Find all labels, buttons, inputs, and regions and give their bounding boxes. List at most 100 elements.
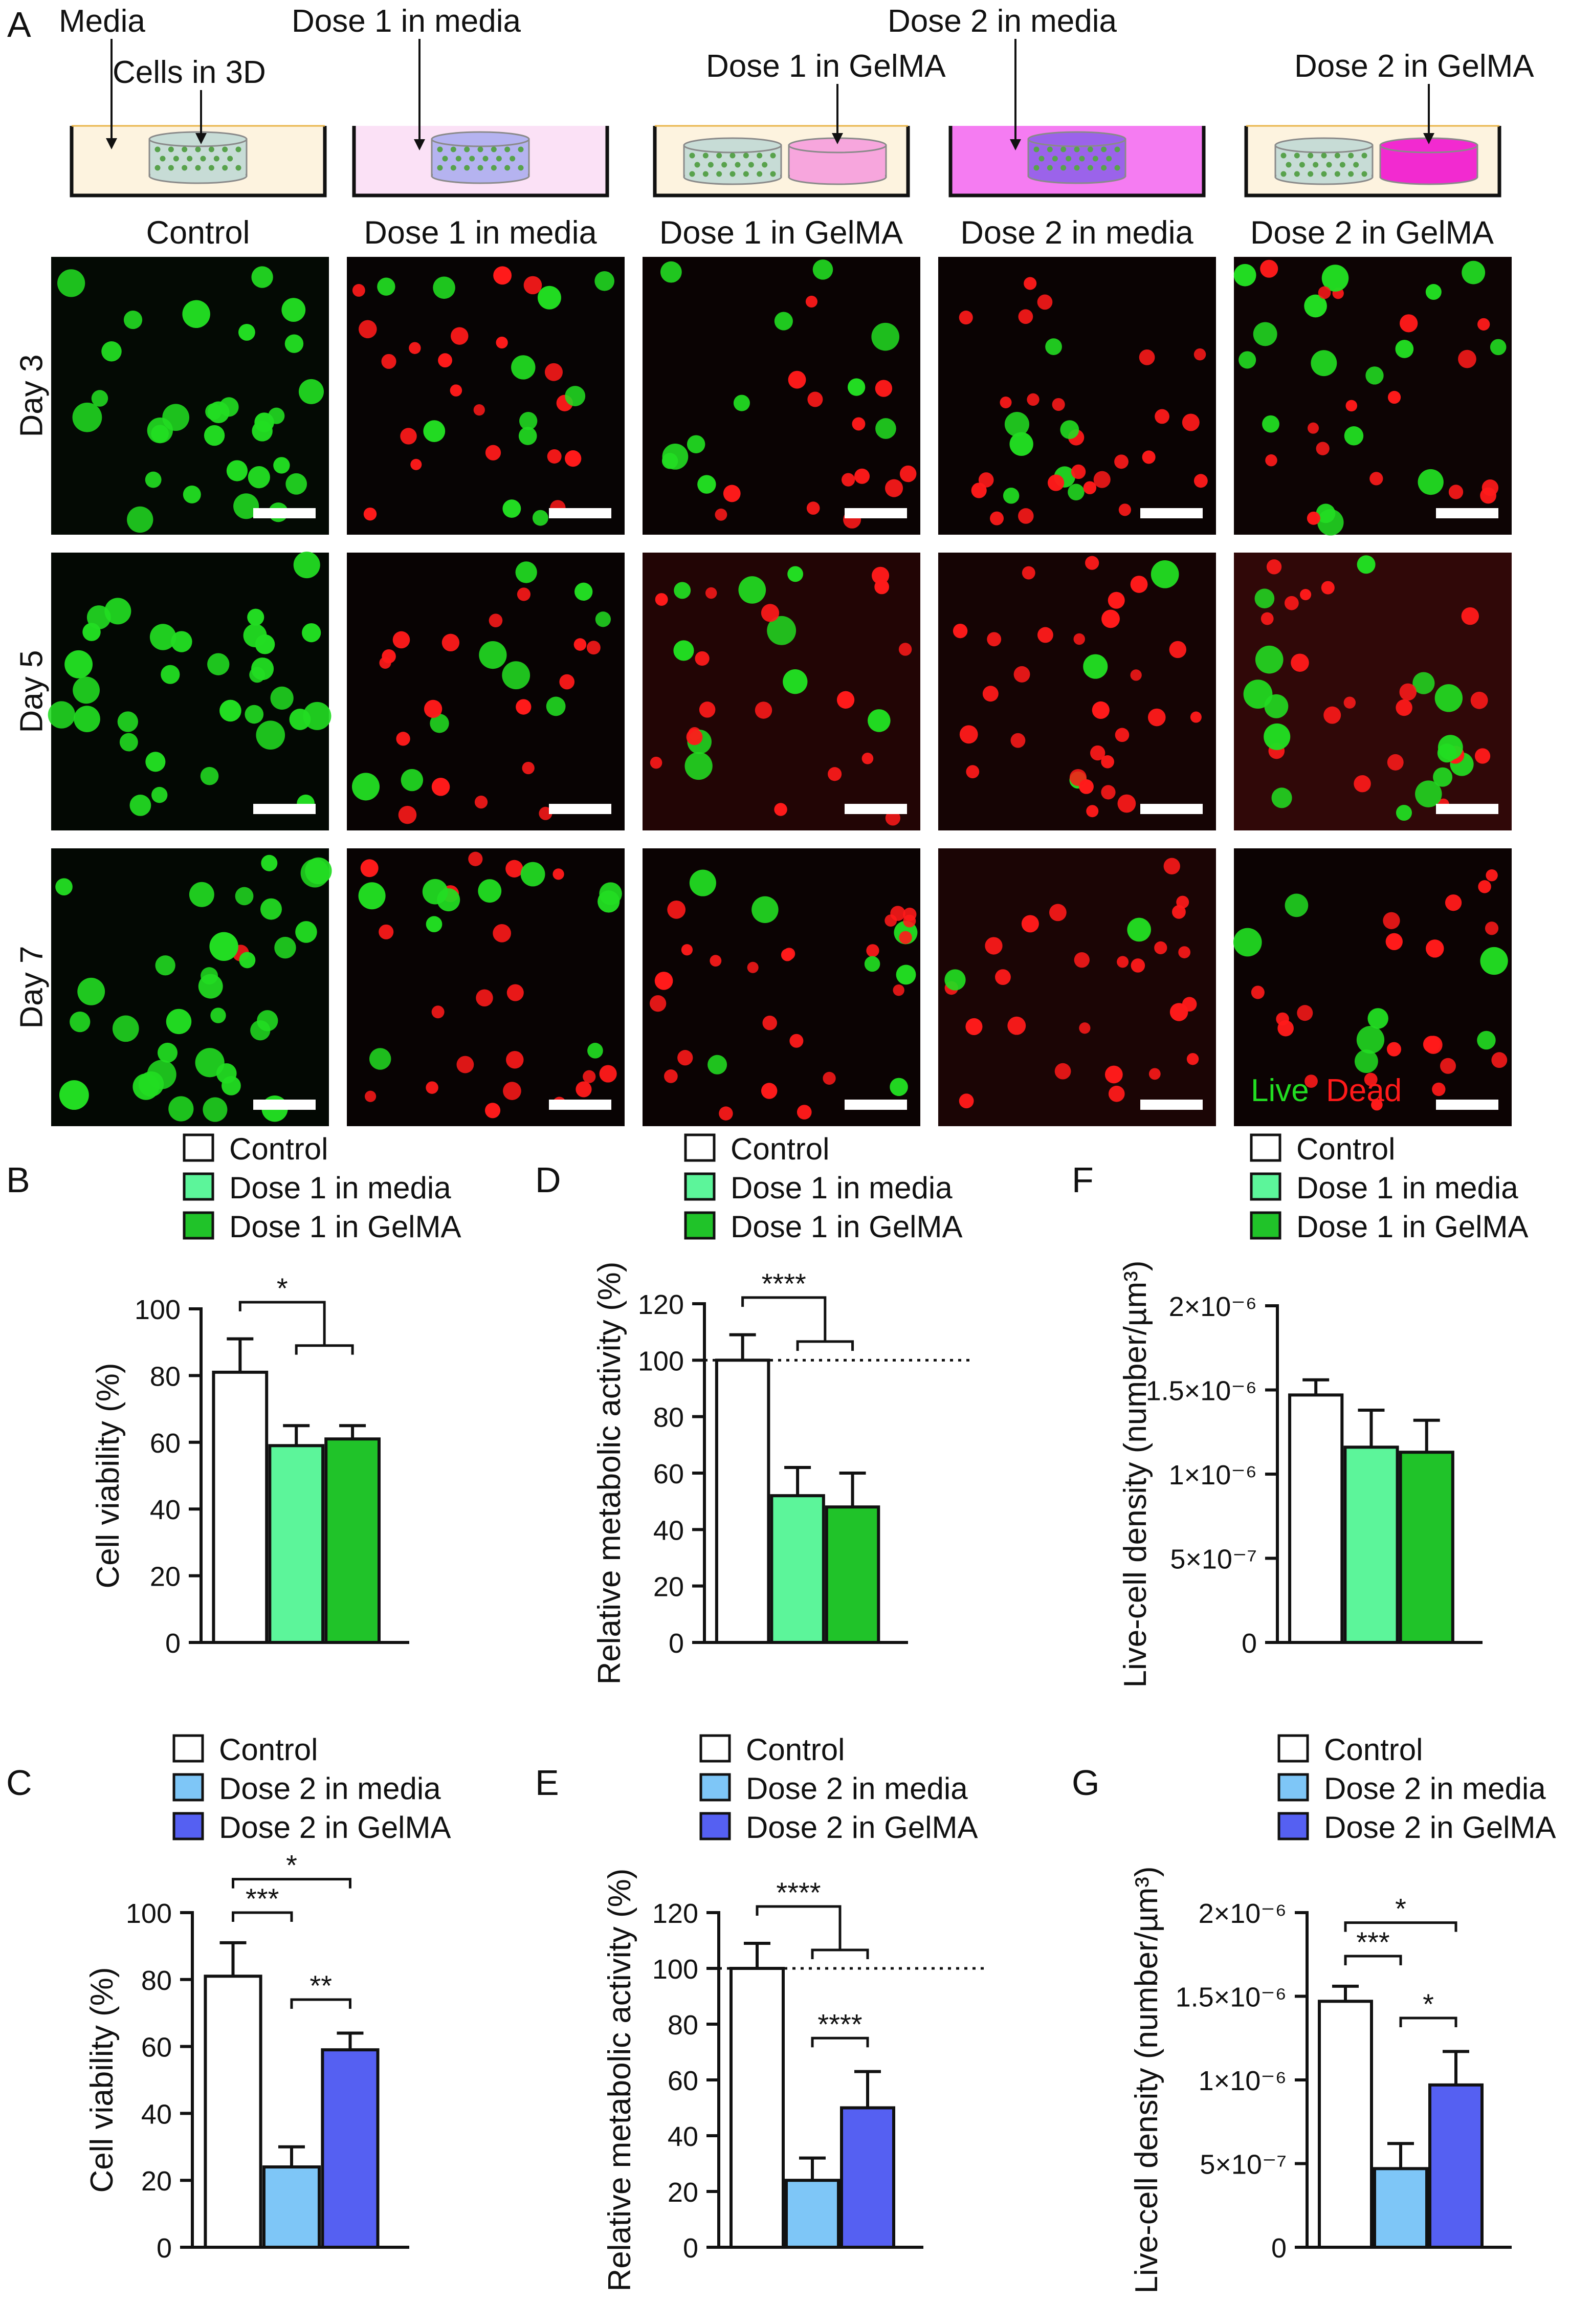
legend-swatch <box>183 1211 214 1240</box>
cell-dot <box>227 156 233 162</box>
legend-swatch <box>684 1172 716 1201</box>
legend-label: Dose 2 in media <box>746 1771 968 1806</box>
live-cell <box>1311 350 1337 377</box>
cell-hydrogel-dose2-media <box>1027 131 1126 184</box>
scale-bar <box>549 508 611 518</box>
y-tick-label: 100 <box>638 1346 684 1376</box>
live-cell <box>129 794 151 816</box>
legend-swatch <box>699 1773 731 1802</box>
live-cell <box>377 277 395 296</box>
live-cell <box>422 879 448 905</box>
live-cell <box>219 397 239 417</box>
well-wall <box>948 126 1206 198</box>
cell-dot <box>1348 171 1354 177</box>
live-cell <box>183 485 201 503</box>
cell-dot <box>1052 156 1058 162</box>
cell-dot <box>437 165 443 171</box>
cell-dot <box>729 171 736 177</box>
cell-dot <box>464 146 470 152</box>
dead-cell <box>586 641 601 655</box>
dead-cell <box>1321 581 1335 595</box>
legend-swatch <box>1250 1133 1281 1162</box>
live-cell <box>502 499 521 518</box>
label-dose2-media-top: Dose 2 in media <box>888 4 1117 39</box>
live-cell <box>1304 294 1327 318</box>
micrograph-background <box>1234 553 1512 830</box>
dead-cell <box>1090 745 1105 761</box>
dead-cell <box>899 465 917 483</box>
cell-dot <box>182 146 188 152</box>
cell-dot <box>222 165 228 171</box>
live-cell <box>209 932 238 961</box>
live-cell <box>1271 787 1292 808</box>
live-cell <box>219 699 241 722</box>
live-cell <box>565 386 586 406</box>
dead-cell <box>1086 805 1099 818</box>
cell-dot <box>469 156 475 162</box>
significance-stars: * <box>1423 1988 1434 2020</box>
live-cell <box>55 878 73 895</box>
y-axis-label: Relative metabolic activity (%) <box>602 1869 637 2292</box>
label-dose1-gelma-top: Dose 1 in GelMA <box>706 49 946 84</box>
cell-dot <box>729 152 736 159</box>
live-cell <box>1239 351 1256 369</box>
dead-cell <box>1396 699 1412 716</box>
dead-cell <box>1093 471 1111 488</box>
live-cell <box>674 582 691 599</box>
cell-dot <box>450 165 456 171</box>
micrograph-background <box>938 848 1216 1126</box>
live-cell <box>281 298 306 322</box>
dead-cell <box>959 311 973 325</box>
chart-panel-f: F Control Dose 1 in media Dose 1 in GelMA 0 5… <box>1072 1132 1529 1688</box>
dead-cell <box>1383 912 1400 929</box>
dead-cell <box>797 1105 812 1120</box>
dead-cell <box>1115 728 1130 742</box>
cell-dot <box>770 152 776 159</box>
live-cell <box>73 676 100 704</box>
dead-cell <box>1182 413 1200 431</box>
live-cell <box>204 425 225 446</box>
dead-cell <box>874 579 890 595</box>
dead-cell <box>805 295 817 308</box>
dead-cell <box>828 767 842 781</box>
dead-cell <box>1101 609 1120 628</box>
live-cell <box>1255 645 1284 674</box>
live-cell <box>351 773 380 801</box>
dead-cell <box>1445 894 1462 911</box>
dead-cell <box>783 948 795 960</box>
live-cell <box>1395 340 1414 358</box>
dead-cell <box>1047 474 1065 491</box>
cell-dot <box>437 146 443 152</box>
live-cell <box>1285 893 1309 917</box>
dead-cell <box>1423 1036 1441 1053</box>
significance-subbracket <box>811 1948 869 1960</box>
live-cell <box>268 407 285 424</box>
cell-dot <box>1033 146 1040 152</box>
cell-hydrogel-dose1-gelma-top <box>683 137 782 154</box>
live-cell <box>478 879 502 903</box>
live-cell <box>70 1012 91 1033</box>
scale-bar <box>1140 508 1203 518</box>
cell-dot <box>1334 171 1340 177</box>
live-cell <box>1045 338 1062 355</box>
bar <box>770 1494 825 1644</box>
cell-dot <box>1092 156 1098 162</box>
drug-gel-dose1 <box>788 137 887 185</box>
column-header: Dose 1 in GelMA <box>659 215 903 251</box>
significance-bracket <box>232 1878 351 1889</box>
micrograph-control-day-3 <box>51 257 329 535</box>
dead-cell <box>1461 607 1479 625</box>
live-cell <box>546 696 566 716</box>
dead-cell <box>1486 869 1498 882</box>
dead-cell <box>884 479 903 497</box>
dead-cell <box>1440 1058 1456 1074</box>
dead-cell <box>654 972 673 990</box>
significance-bracket <box>232 1911 293 1922</box>
live-cell <box>733 394 750 411</box>
y-tick-label: 100 <box>652 1954 698 1985</box>
live-cell <box>1127 917 1151 942</box>
cell-dot <box>154 165 161 171</box>
scale-bar <box>1140 1100 1203 1110</box>
cell-dot <box>735 162 741 168</box>
live-cell <box>200 766 219 785</box>
